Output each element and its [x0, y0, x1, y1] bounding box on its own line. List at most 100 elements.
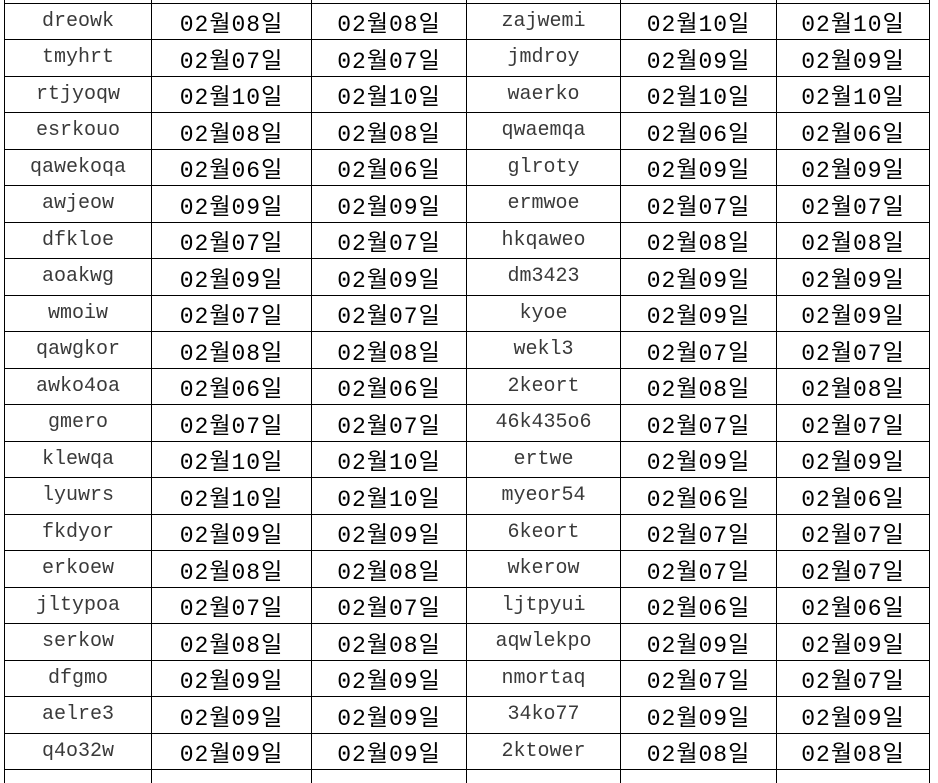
date-cell[interactable]: 02월10일 [312, 76, 467, 113]
date-cell[interactable]: 02월06일 [312, 368, 467, 405]
date-cell[interactable]: 02월06일 [777, 587, 930, 624]
date-cell[interactable]: 02월07일 [312, 587, 467, 624]
date-cell[interactable]: 02월08일 [152, 332, 312, 369]
name-cell[interactable]: glroty [467, 149, 621, 186]
date-cell[interactable]: 02월09일 [621, 697, 777, 734]
name-cell[interactable]: lyuwrs [4, 478, 152, 515]
date-cell[interactable]: 02월07일 [621, 551, 777, 588]
name-cell[interactable]: awko4oa [4, 368, 152, 405]
date-cell[interactable]: 02월09일 [312, 259, 467, 296]
name-cell[interactable]: zajwemi [467, 3, 621, 40]
name-cell[interactable]: wekl3 [467, 332, 621, 369]
name-cell[interactable]: ertwe [467, 441, 621, 478]
date-cell[interactable]: 02월07일 [152, 295, 312, 332]
date-cell[interactable]: 02월10일 [312, 441, 467, 478]
date-cell[interactable]: 02월10일 [777, 76, 930, 113]
name-cell[interactable]: jltypoa [4, 587, 152, 624]
name-cell[interactable]: hkqaweo [467, 222, 621, 259]
date-cell[interactable]: 02월09일 [777, 697, 930, 734]
date-cell[interactable]: 02월08일 [152, 624, 312, 661]
date-cell[interactable]: 02월10일 [621, 76, 777, 113]
date-cell[interactable]: 02월08일 [777, 222, 930, 259]
date-cell[interactable]: 02월09일 [621, 149, 777, 186]
date-cell[interactable]: 02월08일 [312, 3, 467, 40]
date-cell[interactable]: 02월08일 [621, 733, 777, 770]
date-cell[interactable]: 02월07일 [621, 186, 777, 223]
date-cell[interactable]: 02월09일 [312, 186, 467, 223]
date-cell[interactable]: 02월10일 [777, 3, 930, 40]
date-cell[interactable]: 02월09일 [152, 733, 312, 770]
name-cell[interactable]: qawgkor [4, 332, 152, 369]
name-cell[interactable]: gmero [4, 405, 152, 442]
date-cell[interactable]: 02월06일 [621, 478, 777, 515]
date-cell[interactable]: 02월09일 [777, 40, 930, 77]
name-cell[interactable]: aoakwg [4, 259, 152, 296]
name-cell[interactable]: myeor54 [467, 478, 621, 515]
date-cell[interactable]: 02월09일 [312, 514, 467, 551]
date-cell[interactable]: 02월07일 [621, 660, 777, 697]
date-cell[interactable]: 02월07일 [152, 40, 312, 77]
date-cell[interactable]: 02월09일 [621, 40, 777, 77]
name-cell[interactable]: qawekoqa [4, 149, 152, 186]
date-cell[interactable]: 02월07일 [777, 660, 930, 697]
date-cell[interactable]: 02월08일 [152, 551, 312, 588]
date-cell[interactable]: 02월07일 [152, 222, 312, 259]
date-cell[interactable]: 02월10일 [152, 478, 312, 515]
name-cell[interactable]: esrkouo [4, 113, 152, 150]
date-cell[interactable]: 02월09일 [621, 295, 777, 332]
date-cell[interactable]: 02월09일 [777, 295, 930, 332]
date-cell[interactable]: 02월08일 [312, 113, 467, 150]
date-cell[interactable]: 02월09일 [777, 441, 930, 478]
date-cell[interactable]: 02월08일 [152, 113, 312, 150]
name-cell[interactable]: dfgmo [4, 660, 152, 697]
name-cell[interactable]: serkow [4, 624, 152, 661]
date-cell[interactable]: 02월08일 [777, 368, 930, 405]
name-cell[interactable]: kyoe [467, 295, 621, 332]
date-cell[interactable]: 02월07일 [312, 405, 467, 442]
date-cell[interactable]: 02월10일 [621, 3, 777, 40]
date-cell[interactable]: 02월08일 [312, 551, 467, 588]
name-cell[interactable]: 2ktower [467, 733, 621, 770]
date-cell[interactable]: 02월10일 [152, 441, 312, 478]
date-cell[interactable]: 02월07일 [152, 405, 312, 442]
name-cell[interactable]: wkerow [467, 551, 621, 588]
date-cell[interactable]: 02월09일 [152, 186, 312, 223]
name-cell[interactable]: 2keort [467, 368, 621, 405]
name-cell[interactable]: jmdroy [467, 40, 621, 77]
date-cell[interactable]: 02월06일 [152, 368, 312, 405]
date-cell[interactable]: 02월08일 [777, 733, 930, 770]
date-cell[interactable]: 02월07일 [152, 587, 312, 624]
name-cell[interactable]: wmoiw [4, 295, 152, 332]
date-cell[interactable]: 02월06일 [777, 478, 930, 515]
date-cell[interactable]: 02월09일 [312, 733, 467, 770]
date-cell[interactable]: 02월07일 [777, 332, 930, 369]
name-cell[interactable]: dreowk [4, 3, 152, 40]
date-cell[interactable]: 02월09일 [621, 441, 777, 478]
date-cell[interactable]: 02월09일 [621, 259, 777, 296]
date-cell[interactable]: 02월08일 [312, 624, 467, 661]
date-cell[interactable]: 02월06일 [621, 113, 777, 150]
date-cell[interactable]: 02월09일 [152, 259, 312, 296]
date-cell[interactable]: 02월10일 [152, 76, 312, 113]
date-cell[interactable]: 02월07일 [621, 405, 777, 442]
date-cell[interactable]: 02월09일 [777, 259, 930, 296]
date-cell[interactable]: 02월08일 [621, 368, 777, 405]
date-cell[interactable]: 02월07일 [777, 186, 930, 223]
date-cell[interactable]: 02월08일 [312, 332, 467, 369]
name-cell[interactable]: fkdyor [4, 514, 152, 551]
name-cell[interactable]: awjeow [4, 186, 152, 223]
date-cell[interactable]: 02월09일 [152, 514, 312, 551]
name-cell[interactable]: ermwoe [467, 186, 621, 223]
date-cell[interactable]: 02월07일 [777, 405, 930, 442]
date-cell[interactable]: 02월08일 [152, 3, 312, 40]
name-cell[interactable]: aelre3 [4, 697, 152, 734]
name-cell[interactable]: aqwlekpo [467, 624, 621, 661]
name-cell[interactable]: dfkloe [4, 222, 152, 259]
name-cell[interactable]: erkoew [4, 551, 152, 588]
date-cell[interactable]: 02월07일 [777, 551, 930, 588]
date-cell[interactable]: 02월07일 [621, 332, 777, 369]
date-cell[interactable]: 02월09일 [777, 624, 930, 661]
date-cell[interactable]: 02월06일 [312, 149, 467, 186]
date-cell[interactable]: 02월07일 [312, 295, 467, 332]
date-cell[interactable]: 02월09일 [777, 149, 930, 186]
